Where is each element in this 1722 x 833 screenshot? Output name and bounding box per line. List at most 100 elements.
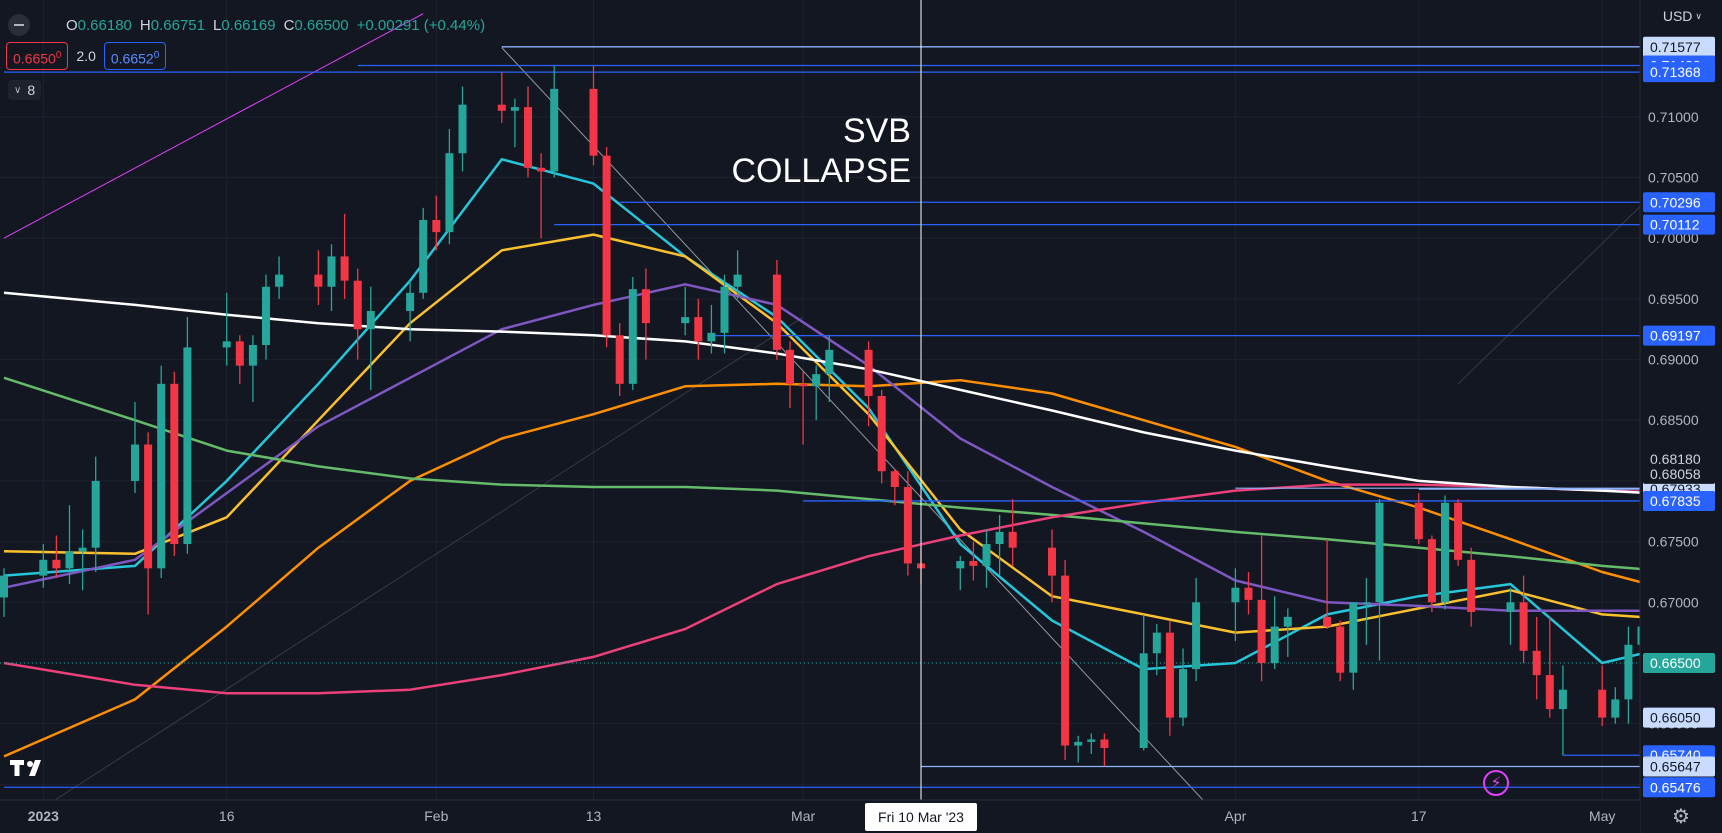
moving-average-line bbox=[3, 158, 1722, 671]
currency-selector[interactable]: USD ∨ bbox=[1663, 8, 1702, 24]
candle-body bbox=[1545, 675, 1554, 710]
candle bbox=[1100, 733, 1109, 767]
candle bbox=[1624, 626, 1633, 724]
candle-body bbox=[628, 289, 637, 384]
candle-body bbox=[131, 444, 139, 481]
candle-body bbox=[353, 280, 362, 330]
x-tick-label: May bbox=[1589, 808, 1615, 824]
candle-body bbox=[65, 551, 74, 569]
candle-body bbox=[1362, 602, 1371, 604]
candle-body bbox=[982, 544, 991, 566]
candle bbox=[1598, 665, 1607, 727]
candle bbox=[956, 556, 965, 591]
candle-body bbox=[786, 349, 794, 384]
candle-body bbox=[497, 104, 506, 111]
moving-average-line bbox=[3, 233, 1722, 634]
candle-body bbox=[537, 167, 546, 172]
candle bbox=[432, 195, 441, 251]
candle-body bbox=[1532, 650, 1541, 676]
y-tick-label: 0.71000 bbox=[1648, 109, 1699, 125]
candle bbox=[1061, 559, 1070, 761]
candle-body bbox=[183, 347, 192, 545]
indicators-toggle[interactable]: ∨ 8 bbox=[8, 80, 42, 100]
candle-body bbox=[1087, 739, 1096, 742]
candle bbox=[275, 256, 284, 299]
lightning-icon[interactable]: ⚡ bbox=[1483, 770, 1509, 796]
candle-body bbox=[825, 349, 834, 375]
candle bbox=[995, 514, 1004, 576]
price-level-label-text: 0.67835 bbox=[1650, 493, 1701, 509]
candle bbox=[524, 86, 532, 178]
buy-button[interactable]: 0.66520 bbox=[103, 42, 167, 70]
y-tick-label: 0.68500 bbox=[1648, 412, 1699, 428]
price-level-label: 0.66500 bbox=[1643, 652, 1715, 673]
trendline bbox=[501, 47, 1223, 822]
candle-body bbox=[1349, 602, 1358, 673]
symbol-logo-icon[interactable] bbox=[8, 14, 30, 36]
candle bbox=[877, 389, 886, 484]
candle bbox=[602, 147, 611, 348]
buy-price: 0.6652 bbox=[110, 50, 154, 67]
candle bbox=[1323, 539, 1332, 630]
price-level-label-text: 0.68058 bbox=[1650, 466, 1701, 482]
candle bbox=[733, 250, 742, 299]
candle bbox=[1362, 578, 1371, 645]
candle bbox=[248, 335, 257, 403]
sell-button[interactable]: 0.66500 bbox=[6, 42, 69, 70]
y-tick-label: 0.69500 bbox=[1648, 291, 1699, 307]
candle bbox=[890, 468, 899, 506]
candle bbox=[1152, 624, 1161, 676]
candle-body bbox=[1336, 626, 1345, 673]
price-level-label-bg bbox=[1643, 652, 1715, 673]
change-value: +0.00291 (+0.44%) bbox=[356, 16, 486, 34]
candle bbox=[903, 471, 912, 576]
candle bbox=[982, 529, 991, 588]
candle-body bbox=[1323, 616, 1332, 627]
price-level-label-bg bbox=[1643, 325, 1715, 346]
candle-body bbox=[1467, 559, 1476, 613]
candle-body bbox=[1375, 502, 1384, 603]
price-level-label-bg bbox=[1643, 707, 1715, 728]
candle bbox=[1545, 616, 1554, 718]
candle-body bbox=[550, 88, 559, 172]
candle-body bbox=[864, 349, 873, 396]
candle bbox=[366, 286, 375, 390]
gear-icon[interactable]: ⚙ bbox=[1672, 806, 1690, 828]
candle bbox=[681, 286, 690, 336]
candle bbox=[1270, 596, 1279, 670]
price-level-label-text: 0.68180 bbox=[1650, 451, 1701, 467]
candle-body bbox=[1414, 502, 1423, 540]
candle bbox=[589, 65, 598, 166]
candle-body bbox=[812, 374, 821, 387]
candle-body bbox=[91, 480, 100, 548]
candle-body bbox=[969, 561, 978, 566]
candle bbox=[1532, 616, 1541, 700]
candle bbox=[1087, 733, 1096, 755]
candle bbox=[65, 505, 74, 585]
candle bbox=[772, 260, 781, 360]
candle bbox=[353, 268, 362, 360]
candle-body bbox=[681, 317, 690, 324]
candle bbox=[458, 86, 467, 172]
candle-body bbox=[1152, 632, 1161, 654]
candle bbox=[222, 292, 231, 366]
candle-body bbox=[799, 383, 808, 387]
candle-body bbox=[1427, 539, 1436, 603]
candle bbox=[131, 402, 139, 494]
price-level-label-text: 0.70112 bbox=[1650, 217, 1700, 233]
candle-body bbox=[1192, 602, 1201, 670]
candle-body bbox=[772, 274, 781, 350]
candle-body bbox=[235, 341, 244, 366]
price-level-label-bg bbox=[1643, 756, 1715, 777]
candle-body bbox=[445, 153, 454, 233]
annotation-line: SVB bbox=[843, 112, 911, 150]
candle-body bbox=[1139, 653, 1148, 748]
candle-body bbox=[903, 487, 912, 564]
high-value: 0.66751 bbox=[150, 16, 205, 34]
candle-body bbox=[1165, 632, 1174, 718]
price-level-label: 0.70296 bbox=[1643, 192, 1715, 213]
candle bbox=[445, 128, 454, 245]
low-label: L bbox=[212, 16, 222, 34]
candle bbox=[91, 456, 100, 572]
